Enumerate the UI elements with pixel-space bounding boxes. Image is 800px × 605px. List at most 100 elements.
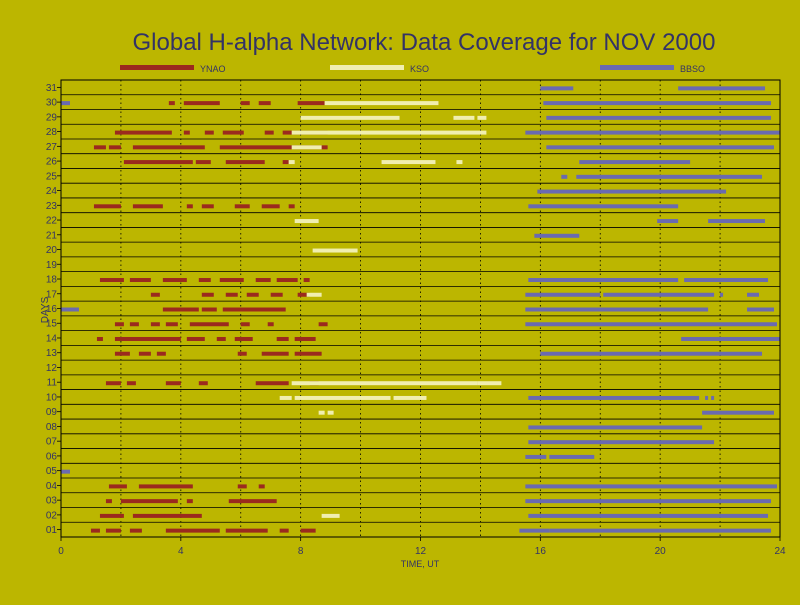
y-tick-label: 08: [46, 422, 58, 433]
kso-coverage-bar: [300, 115, 400, 120]
kso-coverage-bar: [327, 410, 334, 415]
ynao-coverage-bar: [258, 484, 265, 489]
bbso-coverage-bar: [525, 454, 547, 459]
y-tick-label: 26: [46, 157, 58, 168]
bbso-coverage-bar: [678, 86, 766, 91]
bbso-coverage-bar: [657, 219, 679, 224]
ynao-coverage-bar: [279, 528, 289, 533]
ynao-coverage-bar: [294, 336, 316, 341]
ynao-coverage-bar: [186, 499, 193, 504]
bbso-coverage-bar: [61, 307, 79, 312]
ynao-coverage-bar: [165, 381, 181, 386]
kso-coverage-bar: [291, 130, 487, 135]
ynao-coverage-bar: [288, 204, 295, 209]
y-tick-label: 28: [46, 127, 58, 138]
bbso-coverage-bar: [525, 484, 778, 489]
ynao-coverage-bar: [264, 130, 274, 135]
ynao-coverage-bar: [276, 336, 289, 341]
ynao-coverage-bar: [219, 145, 328, 150]
ynao-coverage-bar: [198, 381, 208, 386]
bbso-coverage-bar: [519, 528, 550, 533]
bbso-coverage-bar: [525, 130, 780, 135]
ynao-coverage-bar: [234, 336, 253, 341]
ynao-coverage-bar: [99, 278, 124, 283]
kso-coverage-bar: [321, 513, 340, 518]
ynao-coverage-bar: [237, 351, 247, 356]
y-tick-label: 24: [46, 186, 58, 197]
y-tick-label: 06: [46, 451, 58, 462]
kso-coverage-bar: [324, 101, 439, 106]
y-tick-label: 15: [46, 319, 58, 330]
ynao-coverage-bar: [105, 499, 112, 504]
ynao-coverage-bar: [228, 499, 277, 504]
bbso-legend-label: BBSO: [680, 64, 705, 74]
ynao-coverage-bar: [234, 204, 250, 209]
bbso-coverage-bar: [576, 174, 763, 179]
ynao-legend-label: YNAO: [200, 64, 226, 74]
ynao-coverage-bar: [255, 278, 271, 283]
y-tick-label: 27: [46, 142, 58, 153]
kso-coverage-bar: [279, 395, 292, 400]
kso-coverage-bar: [291, 381, 478, 386]
bbso-coverage-bar: [525, 307, 709, 312]
kso-coverage-bar: [294, 395, 391, 400]
x-tick-label: 0: [58, 546, 64, 557]
kso-legend-label: KSO: [410, 64, 429, 74]
ynao-coverage-bar: [294, 351, 322, 356]
y-tick-label: 09: [46, 407, 58, 418]
ynao-coverage-bar: [216, 336, 226, 341]
bbso-coverage-bar: [540, 351, 763, 356]
ynao-coverage-bar: [240, 322, 250, 327]
ynao-coverage-bar: [108, 145, 121, 150]
ynao-coverage-bar: [93, 204, 121, 209]
ynao-coverage-bar: [165, 528, 220, 533]
ynao-coverage-bar: [186, 204, 193, 209]
ynao-coverage-bar: [189, 322, 229, 327]
ynao-coverage-bar: [318, 322, 328, 327]
kso-coverage-bar: [381, 160, 436, 165]
ynao-coverage-bar: [237, 484, 247, 489]
kso-coverage-bar: [294, 219, 319, 224]
x-tick-label: 4: [178, 546, 184, 557]
bbso-coverage-bar: [534, 233, 580, 238]
bbso-coverage-bar: [537, 189, 727, 194]
ynao-coverage-bar: [96, 336, 103, 341]
bbso-coverage-bar: [747, 307, 775, 312]
y-tick-label: 14: [46, 333, 58, 344]
y-tick-label: 05: [46, 466, 58, 477]
ynao-coverage-bar: [261, 351, 289, 356]
ynao-coverage-bar: [156, 351, 166, 356]
kso-coverage-bar: [291, 145, 322, 150]
x-tick-label: 16: [535, 546, 547, 557]
ynao-coverage-bar: [93, 145, 106, 150]
bbso-coverage-bar: [528, 204, 679, 209]
kso-coverage-bar: [477, 381, 502, 386]
y-tick-label: 22: [46, 216, 58, 227]
y-axis-ticks: 01 02 03 04 05 06 07 08 09 10 11 12 13 14 15 16 17 18 19 20…: [46, 83, 61, 536]
ynao-coverage-bar: [240, 101, 250, 106]
bbso-coverage-bar: [705, 395, 709, 400]
ynao-coverage-bar: [114, 130, 172, 135]
ynao-coverage-bar: [204, 130, 214, 135]
x-axis-ticks: 0 4 8 12 16 20 24: [58, 537, 786, 557]
ynao-coverage-bar: [225, 292, 238, 297]
ynao-coverage-bar: [219, 278, 244, 283]
ynao-coverage-bar: [129, 278, 151, 283]
ynao-coverage-bar: [270, 292, 283, 297]
ynao-coverage-bar: [165, 322, 178, 327]
y-tick-label: 02: [46, 510, 58, 521]
bbso-coverage-bar: [528, 425, 703, 430]
bbso-legend-swatch: [600, 65, 674, 70]
ynao-coverage-bar: [114, 336, 181, 341]
bbso-coverage-bar: [549, 528, 772, 533]
ynao-coverage-bar: [297, 101, 325, 106]
bbso-coverage-bar: [528, 513, 769, 518]
kso-coverage-bar: [312, 248, 358, 253]
ynao-coverage-bar: [138, 351, 151, 356]
legend: YNAO KSO BBSO: [120, 64, 705, 74]
kso-coverage-bar: [288, 160, 295, 165]
ynao-coverage-bar: [150, 322, 160, 327]
bbso-coverage-bar: [603, 292, 715, 297]
ynao-coverage-bar: [132, 145, 205, 150]
